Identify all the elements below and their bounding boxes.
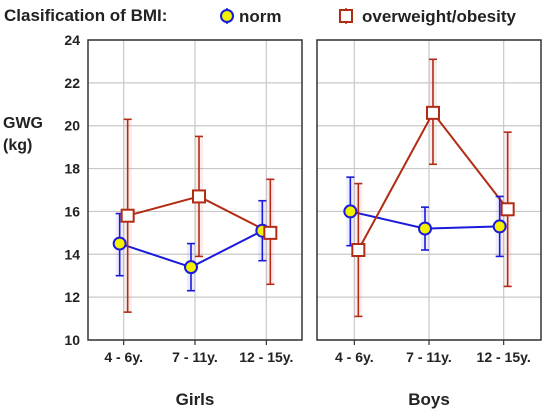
panel-boys: 4 - 6y. 7 - 11y. 12 - 15y. Boys — [316, 39, 542, 409]
legend-norm-label: norm — [239, 7, 282, 26]
point-overweight — [120, 208, 135, 223]
x-tick-label: 4 - 6y. — [335, 349, 374, 365]
y-tick-label: 24 — [64, 32, 80, 48]
legend-item-norm: norm — [220, 7, 282, 26]
point-overweight — [500, 202, 515, 217]
panel-girls: 4 - 6y. 7 - 11y. 12 - 15y. Girls — [87, 39, 303, 409]
legend-norm-marker — [220, 9, 234, 23]
legend-overweight-label: overweight/obesity — [362, 7, 517, 26]
y-tick-label: 10 — [64, 332, 80, 348]
legend-title: Clasification of BMI: — [4, 6, 167, 25]
x-tick-label: 4 - 6y. — [104, 349, 143, 365]
panel-label: Girls — [176, 390, 215, 409]
point-norm — [418, 221, 432, 236]
point-norm — [112, 236, 127, 251]
y-axis-label-line1: GWG — [3, 115, 43, 132]
point-norm — [343, 204, 358, 219]
x-tick-label: 12 - 15y. — [477, 349, 531, 365]
y-tick-label: 16 — [64, 203, 80, 219]
legend-overweight-marker — [339, 9, 353, 23]
point-overweight — [426, 105, 440, 120]
point-overweight — [351, 243, 366, 257]
panel-label: Boys — [408, 390, 450, 409]
x-tick-label: 7 - 11y. — [172, 349, 218, 365]
legend-item-overweight: overweight/obesity — [339, 7, 517, 26]
point-overweight — [192, 189, 206, 204]
point-overweight — [263, 225, 278, 240]
point-norm — [184, 260, 198, 275]
point-norm — [492, 219, 507, 234]
x-tick-label: 12 - 15y. — [239, 349, 293, 365]
legend: Clasification of BMI: norm overweight/obes… — [4, 6, 517, 26]
y-axis-label-line2: (kg) — [3, 137, 32, 154]
y-tick-label: 20 — [64, 118, 80, 134]
y-tick-label: 12 — [64, 289, 80, 305]
x-tick-label: 7 - 11y. — [406, 349, 452, 365]
y-tick-label: 22 — [64, 75, 80, 91]
y-tick-label: 14 — [64, 246, 80, 262]
y-tick-label: 18 — [64, 161, 80, 177]
